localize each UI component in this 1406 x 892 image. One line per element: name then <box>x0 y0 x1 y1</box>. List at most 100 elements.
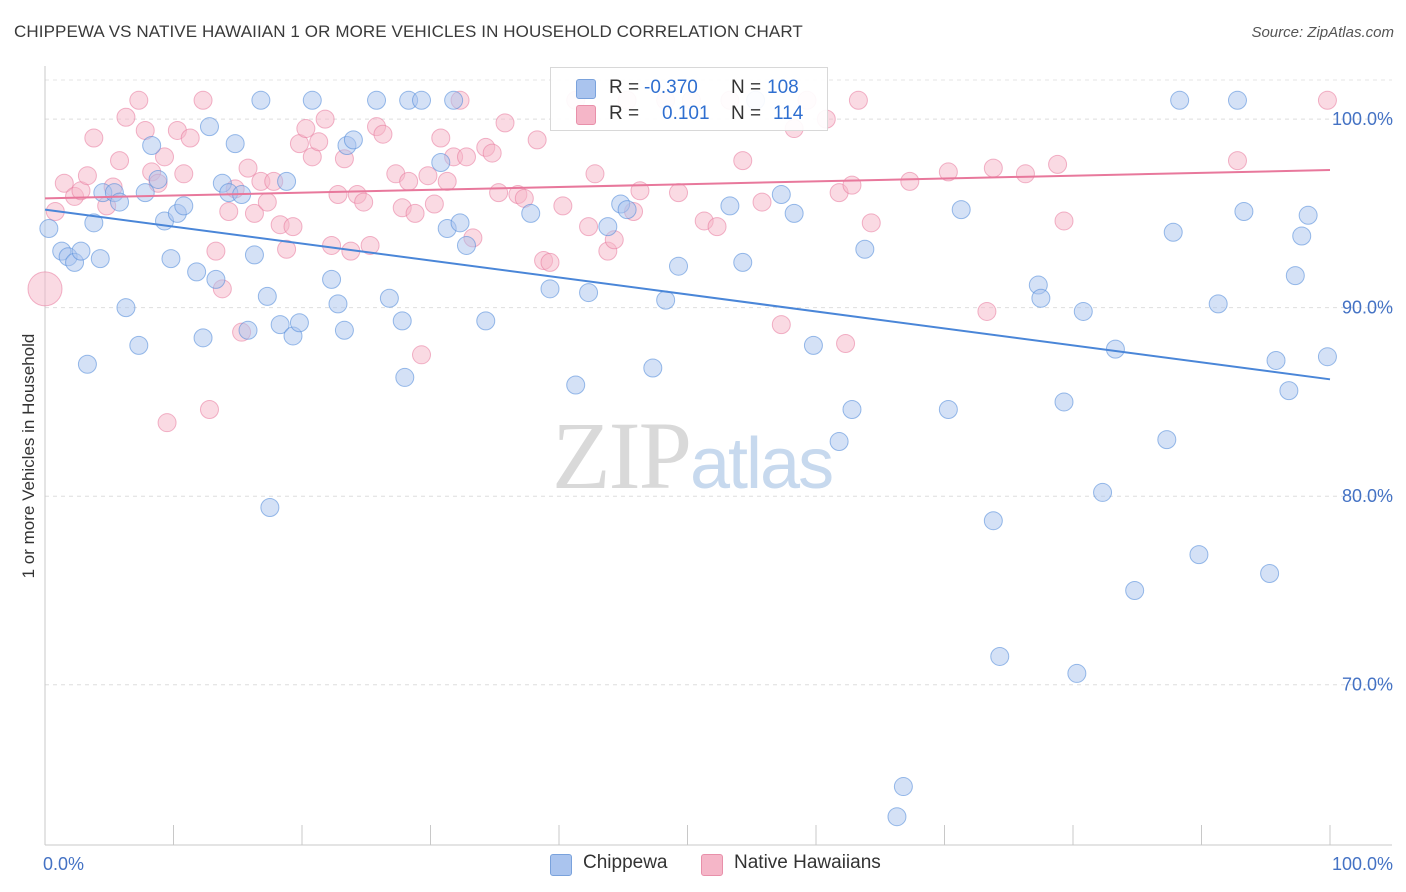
chippewa-point <box>161 249 181 269</box>
chippewa-point <box>444 90 464 110</box>
native-hawaiian-point <box>296 119 316 139</box>
tick-labels: 100.0% 90.0% 80.0% 70.0% 0.0% 100.0% <box>43 109 1393 874</box>
native-hawaiian-point <box>418 166 438 186</box>
legend-swatch-native-hawaiians <box>576 105 596 125</box>
x-tick-label: 0.0% <box>43 854 84 874</box>
chippewa-point <box>855 239 875 259</box>
chippewa-point <box>270 315 290 335</box>
chippewa-point <box>771 185 791 205</box>
chippewa-point <box>983 511 1003 531</box>
legend-n-value: 108 <box>767 77 799 98</box>
chippewa-point <box>566 375 586 395</box>
native-hawaiian-point <box>456 147 476 167</box>
legend-swatch-chippewa <box>576 79 596 99</box>
legend-row-native-hawaiians: R = 0.101 N = 114 <box>551 101 827 129</box>
native-hawaiian-point <box>1015 164 1035 184</box>
chippewa-point <box>1157 430 1177 450</box>
trend-lines <box>44 169 1331 381</box>
legend-swatch-native-hawaiians <box>701 854 723 876</box>
native-hawaiian-point <box>752 192 772 212</box>
stats-legend: R = -0.370 N = 108 R = 0.101 N = 114 <box>550 67 828 131</box>
chippewa-trend-line <box>44 208 1331 381</box>
native-hawaiian-point <box>977 301 997 321</box>
chippewa-point <box>225 134 245 154</box>
chippewa-point <box>257 286 277 306</box>
chippewa-point <box>116 298 136 318</box>
native-hawaiian-point <box>77 166 97 186</box>
watermark-atlas: atlas <box>690 424 834 504</box>
y-tick-label: 70.0% <box>1342 675 1393 695</box>
chippewa-point <box>887 807 907 827</box>
chippewa-point <box>1189 545 1209 565</box>
chippewa-point <box>431 152 451 172</box>
chippewa-point <box>521 203 541 223</box>
native-hawaiian-point <box>431 128 451 148</box>
native-hawaiian-point <box>983 158 1003 178</box>
native-hawaiian-point <box>900 171 920 191</box>
chippewa-point <box>392 311 412 331</box>
chippewa-point <box>395 367 415 387</box>
legend-swatch-chippewa <box>550 854 572 876</box>
native-hawaiian-point <box>707 217 727 237</box>
native-hawaiian-point <box>54 173 74 193</box>
chippewa-point <box>135 183 155 203</box>
chippewa-point <box>343 130 363 150</box>
chippewa-point <box>334 320 354 340</box>
native-hawaiian-point <box>527 130 547 150</box>
native-hawaiian-point <box>540 252 560 272</box>
chippewa-point <box>238 320 258 340</box>
legend-r-label: R = <box>609 103 640 124</box>
native-hawaiian-point <box>309 132 329 152</box>
native-hawaiian-point <box>405 203 425 223</box>
chippewa-point <box>951 200 971 220</box>
points-native-hawaiians <box>27 90 1337 433</box>
chippewa-point <box>71 241 91 261</box>
chippewa-point <box>174 196 194 216</box>
chippewa-point <box>1298 205 1318 225</box>
native-hawaiian-point <box>579 217 599 237</box>
native-hawaiian-point <box>244 203 264 223</box>
native-hawaiian-point <box>277 239 297 259</box>
chippewa-point <box>598 217 618 237</box>
chart-source: Source: ZipAtlas.com <box>1251 24 1394 41</box>
native-hawaiian-point <box>1048 154 1068 174</box>
legend-r-label: R = <box>609 77 640 98</box>
y-axis-title: 1 or more Vehicles in Household <box>19 334 38 579</box>
native-hawaiian-point <box>585 164 605 184</box>
chippewa-point <box>893 777 913 797</box>
native-hawaiian-point <box>238 158 258 178</box>
chippewa-point <box>540 279 560 299</box>
native-hawaiian-point <box>360 235 380 255</box>
chippewa-point <box>456 235 476 255</box>
chippewa-point <box>412 90 432 110</box>
chippewa-point <box>379 288 399 308</box>
chippewa-point <box>90 249 110 269</box>
native-hawaiian-point <box>1317 90 1337 110</box>
native-hawaiian-point <box>412 345 432 365</box>
chippewa-point <box>1067 663 1087 683</box>
chippewa-point <box>784 203 804 223</box>
native-hawaiian-point <box>110 151 130 171</box>
chippewa-point <box>1266 350 1286 370</box>
chippewa-point <box>260 498 280 518</box>
chippewa-point <box>990 646 1010 666</box>
native-hawaiian-point <box>354 192 374 212</box>
series-legend: Chippewa Native Hawaiians <box>0 852 1406 878</box>
legend-r-value: 0.101 <box>662 103 710 124</box>
native-hawaiian-point <box>399 171 419 191</box>
native-hawaiian-point <box>836 333 856 353</box>
native-hawaiian-point <box>669 183 689 203</box>
native-hawaiian-point <box>84 128 104 148</box>
native-hawaiian-point <box>495 113 515 133</box>
native-hawaiian-point <box>116 107 136 127</box>
native-hawaiian-point <box>157 413 177 433</box>
native-hawaiian-point <box>315 109 335 129</box>
native-hawaiian-point <box>489 183 509 203</box>
chippewa-point <box>1054 392 1074 412</box>
chart-title: CHIPPEWA VS NATIVE HAWAIIAN 1 OR MORE VE… <box>14 22 803 41</box>
native-hawaiian-point <box>842 175 862 195</box>
native-hawaiian-point <box>180 128 200 148</box>
native-hawaiian-point <box>219 202 239 222</box>
chippewa-point <box>142 136 162 156</box>
